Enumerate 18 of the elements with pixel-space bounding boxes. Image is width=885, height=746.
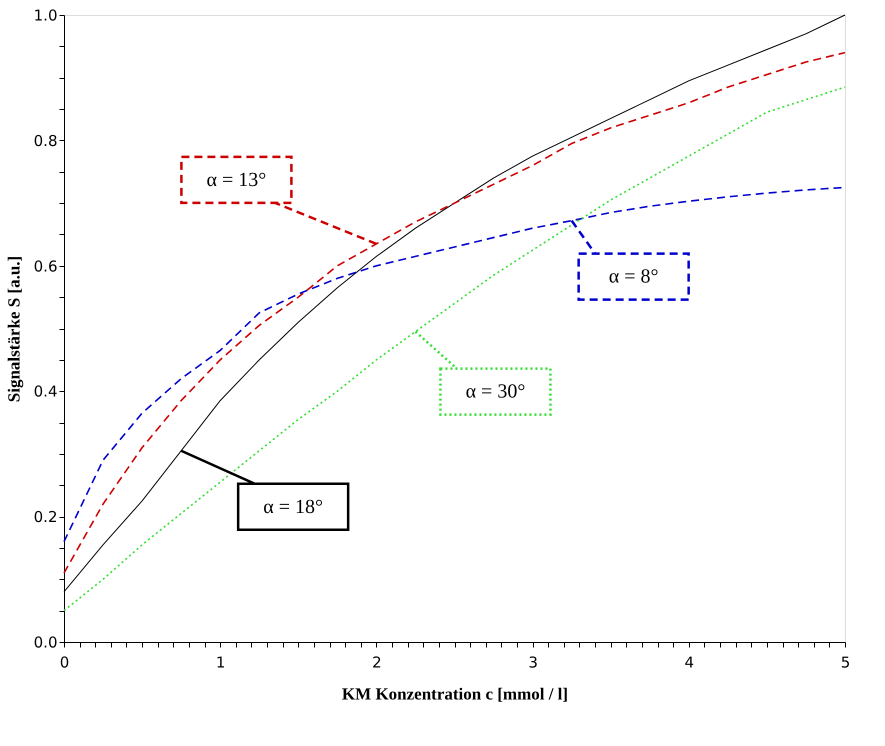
y-tick-label: 0.2 — [34, 508, 58, 526]
y-tick-label: 1.0 — [34, 6, 58, 24]
y-tick-label: 0.0 — [34, 634, 58, 652]
x-tick-label: 0 — [60, 654, 70, 672]
x-tick-label: 4 — [684, 654, 694, 672]
annotation: α = 30° — [466, 380, 526, 403]
annotation: α = 18° — [263, 496, 324, 518]
y-axis-title: Signalstärke S [a.u.] — [4, 256, 24, 402]
annotation: α = 8° — [608, 266, 659, 288]
x-axis-title: KM Konzentration c [mmol / l] — [342, 684, 568, 704]
y-tick-label: 0.8 — [34, 132, 58, 150]
x-tick-label: 2 — [372, 654, 382, 672]
x-tick-label: 3 — [528, 654, 538, 672]
annotation: α = 13° — [206, 168, 266, 191]
y-tick-label: 0.4 — [34, 382, 58, 401]
x-tick-label: 1 — [216, 654, 226, 672]
y-tick-label: 0.6 — [34, 257, 58, 276]
x-tick-label: 5 — [840, 654, 850, 672]
